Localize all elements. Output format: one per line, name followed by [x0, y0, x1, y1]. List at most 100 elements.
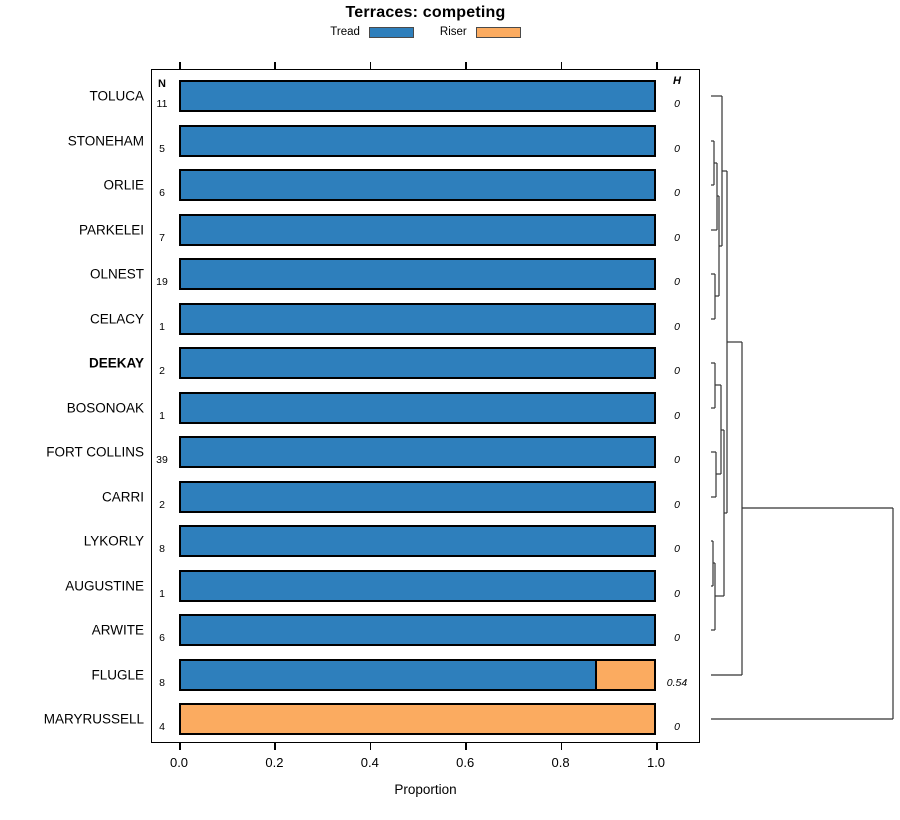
- category-label: MARYRUSSELL: [43, 711, 144, 727]
- n-value: 19: [156, 276, 168, 288]
- category-label: CELACY: [89, 311, 144, 326]
- category-label: STONEHAM: [67, 133, 144, 148]
- n-value: 7: [159, 231, 165, 244]
- h-value: 0: [674, 721, 680, 733]
- h-column-header: H: [673, 75, 681, 87]
- n-value: 6: [159, 187, 165, 199]
- stacked-bar: [179, 614, 656, 646]
- x-axis-tick-label: 1.0: [646, 755, 666, 770]
- h-value: 0: [674, 409, 680, 422]
- n-value: 1: [159, 409, 165, 422]
- category-label: BOSONOAK: [66, 400, 144, 415]
- stacked-bar: [179, 169, 656, 201]
- x-axis-tick-top: [369, 62, 372, 69]
- bar-segment-tread: [181, 349, 654, 377]
- legend-label-tread: Tread: [330, 26, 360, 38]
- x-axis-tick-top: [179, 62, 181, 69]
- category-label: FORT COLLINS: [46, 444, 144, 460]
- stacked-bar: [179, 347, 656, 379]
- category-label: FLUGLE: [91, 667, 144, 682]
- stacked-bar: [179, 391, 656, 424]
- h-value: 0: [674, 142, 680, 155]
- x-axis-tick-top: [274, 62, 276, 69]
- category-label: ORLIE: [103, 177, 144, 193]
- x-axis-tick-label: 0.4: [360, 755, 379, 770]
- h-value: 0: [674, 320, 680, 333]
- bar-segment-tread: [181, 616, 654, 644]
- n-value: 1: [159, 587, 165, 600]
- legend-item-tread: Tread: [330, 26, 414, 38]
- x-axis-title: Proportion: [394, 782, 457, 797]
- x-axis-tick-bottom: [465, 743, 467, 750]
- x-axis-tick-top: [465, 62, 467, 69]
- bar-segment-tread: [181, 438, 654, 466]
- stacked-bar: [179, 213, 656, 246]
- stacked-bar: [179, 436, 656, 468]
- legend-item-riser: Riser: [440, 26, 521, 38]
- chart-title: Terraces: competing: [345, 4, 506, 21]
- h-value: 0: [674, 587, 680, 600]
- stacked-bar: [179, 658, 656, 691]
- x-axis-tick-top: [656, 62, 658, 69]
- n-value: 2: [159, 498, 165, 511]
- n-value: 6: [159, 632, 165, 644]
- category-label: AUGUSTINE: [65, 578, 144, 593]
- h-value: 0: [674, 187, 680, 199]
- n-value: 8: [159, 676, 165, 689]
- x-axis-tick-bottom: [560, 743, 563, 750]
- bar-segment-tread: [181, 171, 654, 199]
- n-value: 11: [156, 98, 168, 110]
- category-label: ARWITE: [91, 622, 144, 638]
- bar-segment-riser: [181, 705, 654, 733]
- n-value: 39: [156, 454, 168, 466]
- category-label: PARKELEI: [78, 222, 144, 237]
- x-axis-tick-label: 0.0: [169, 755, 189, 770]
- h-value: 0: [674, 365, 680, 377]
- bar-segment-tread: [181, 215, 654, 244]
- stacked-bar: [179, 480, 656, 513]
- stacked-bar: [179, 80, 656, 112]
- x-axis-tick-bottom: [179, 743, 181, 750]
- category-label: LYKORLY: [83, 533, 144, 549]
- bar-segment-tread: [181, 126, 654, 155]
- n-value: 1: [159, 320, 165, 333]
- h-value: 0: [674, 632, 680, 644]
- legend-swatch-riser: [475, 26, 521, 38]
- x-axis-tick-bottom: [656, 743, 658, 750]
- n-value: 5: [159, 142, 165, 155]
- x-axis-tick-bottom: [274, 743, 276, 750]
- bar-segment-riser: [594, 660, 654, 689]
- stacked-bar: [179, 569, 656, 602]
- bar-segment-tread: [181, 304, 654, 333]
- h-value: 0: [674, 498, 680, 511]
- bar-segment-tread: [181, 393, 654, 422]
- stacked-bar: [179, 703, 656, 735]
- legend-swatch-tread: [368, 26, 414, 38]
- h-value: 0.54: [666, 676, 688, 689]
- bar-segment-tread: [181, 660, 595, 689]
- x-axis-tick-label: 0.2: [265, 755, 284, 770]
- n-value: 4: [159, 721, 165, 733]
- bar-segment-tread: [181, 260, 654, 288]
- bar-segment-tread: [181, 527, 654, 555]
- n-value: 8: [159, 543, 165, 555]
- category-label: TOLUCA: [89, 88, 144, 104]
- bar-segment-tread: [181, 571, 654, 600]
- stacked-bar: [179, 525, 656, 557]
- legend-label-riser: Riser: [439, 26, 467, 38]
- bar-segment-tread: [181, 482, 654, 511]
- stacked-bar: [179, 124, 656, 157]
- x-axis-tick-bottom: [369, 743, 372, 750]
- category-label: CARRI: [101, 489, 144, 504]
- h-value: 0: [674, 276, 680, 288]
- x-axis-tick-top: [560, 62, 563, 69]
- h-value: 0: [674, 543, 680, 555]
- h-value: 0: [674, 454, 680, 466]
- n-value: 2: [159, 365, 165, 377]
- h-value: 0: [674, 231, 680, 244]
- category-label: OLNEST: [89, 266, 144, 282]
- stacked-bar: [179, 302, 656, 335]
- x-axis-tick-label: 0.6: [456, 755, 475, 770]
- stacked-bar: [179, 258, 656, 290]
